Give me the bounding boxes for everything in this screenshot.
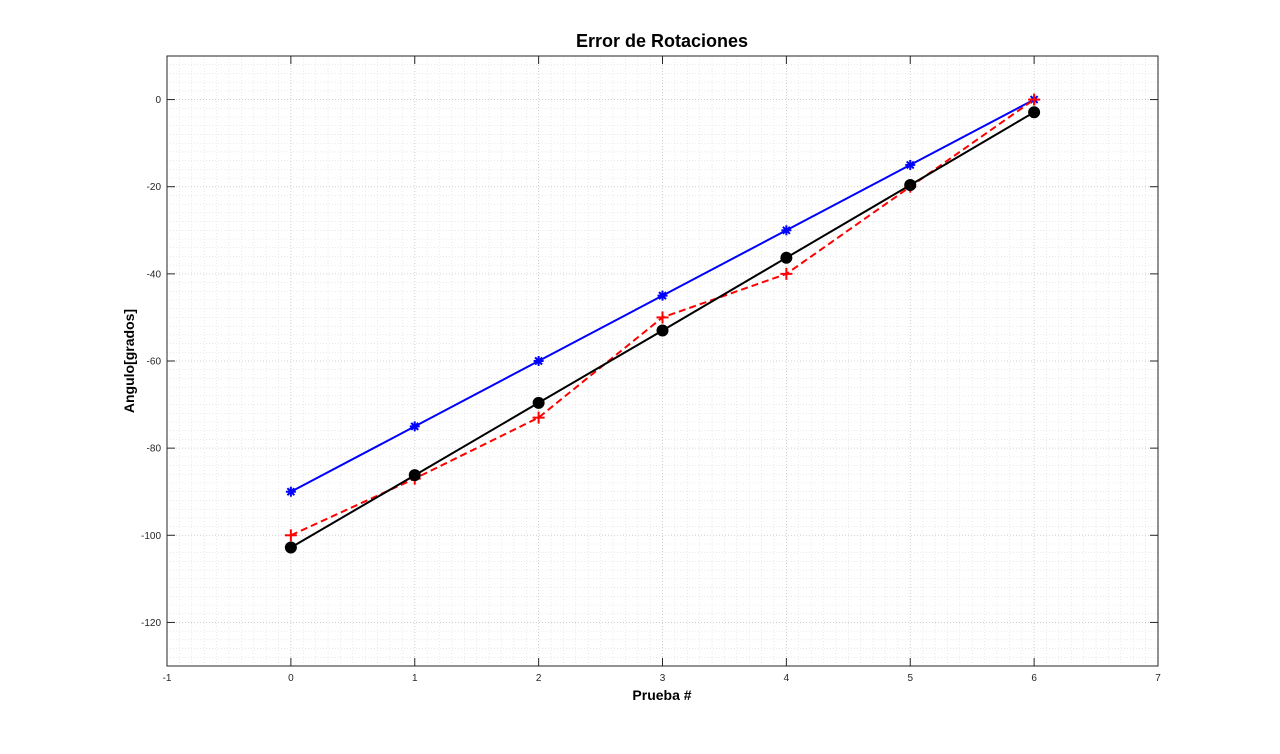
data-point-series-1: [657, 290, 668, 301]
major-grid: [166, 56, 1159, 666]
x-axis-title: Prueba #: [632, 687, 691, 703]
y-axis-title: Angulo[grados]: [121, 309, 137, 413]
marker-circle: [408, 469, 421, 482]
x-tick-label: 6: [1031, 673, 1037, 684]
data-point-series-3: [656, 324, 669, 337]
data-point-series-3: [284, 541, 297, 554]
x-tick-label: 5: [907, 673, 913, 684]
y-tick-label: -20: [147, 182, 162, 193]
x-tick-label: 0: [288, 673, 294, 684]
marker-circle: [284, 541, 297, 554]
x-tick-label: 1: [412, 673, 418, 684]
x-tick-label: -1: [163, 673, 172, 684]
data-point-series-3: [780, 251, 793, 264]
data-point-series-1: [905, 159, 916, 170]
marker-circle: [656, 324, 669, 337]
ticks: [166, 56, 1159, 666]
data-point-series-2: [656, 311, 669, 324]
x-tick-label: 4: [784, 673, 790, 684]
marker-circle: [532, 396, 545, 409]
y-tick-label: 0: [155, 95, 161, 106]
data-point-series-3: [408, 469, 421, 482]
data-point-series-3: [904, 178, 917, 191]
data-point-series-1: [781, 225, 792, 236]
data-point-series-1: [285, 486, 296, 497]
y-tick-label: -40: [147, 269, 162, 280]
marker-circle: [904, 178, 917, 191]
y-tick-label: -60: [147, 357, 162, 368]
x-tick-label: 2: [536, 673, 542, 684]
data-point-series-1: [533, 356, 544, 366]
y-tick-label: -120: [141, 618, 161, 629]
marker-circle: [1028, 106, 1041, 119]
data-point-series-2: [1028, 93, 1041, 106]
x-tick-label: 3: [660, 673, 666, 684]
y-tick-label: -100: [141, 531, 161, 542]
x-tick-label: 7: [1155, 673, 1161, 684]
data-point-series-2: [284, 529, 297, 542]
data-point-series-2: [780, 267, 793, 280]
data-point-series-1: [409, 421, 420, 432]
series-layer: [284, 93, 1041, 554]
data-point-series-2: [532, 411, 545, 424]
tick-labels: -1 0 1 2 3 4 5 6 7 -120 -100 -80 -60 -40 -20 0: [141, 95, 1161, 684]
data-point-series-3: [532, 396, 545, 409]
marker-circle: [780, 251, 793, 264]
y-tick-label: -80: [147, 444, 162, 455]
data-point-series-3: [1028, 106, 1041, 119]
chart-title: Error de Rotaciones: [576, 31, 748, 51]
